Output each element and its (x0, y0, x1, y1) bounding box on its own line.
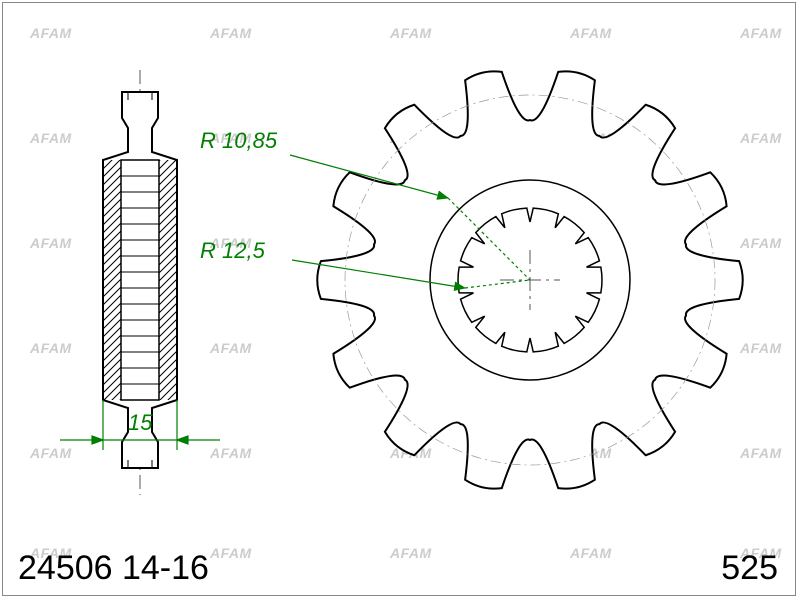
part-number: 24506 14-16 (18, 549, 209, 588)
drawing-canvas: AFAM AFAM AFAM AFAM AFAM AFAM AFAM AFAM … (0, 0, 800, 600)
dimension-radius-2: R 12,5 (200, 238, 265, 264)
chain-pitch: 525 (721, 549, 778, 588)
dimension-width: 15 (128, 410, 152, 436)
technical-drawing (0, 0, 800, 600)
dimension-radius-1: R 10,85 (200, 128, 277, 154)
